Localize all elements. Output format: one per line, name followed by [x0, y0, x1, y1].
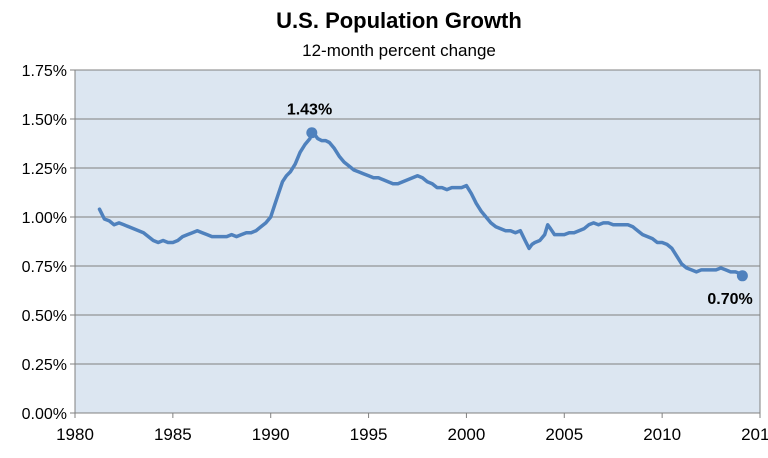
y-tick-label: 1.25% — [22, 161, 67, 178]
y-tick-label: 0.25% — [22, 357, 67, 374]
x-tick-label: 1990 — [252, 425, 290, 444]
y-tick-label: 0.75% — [22, 259, 67, 276]
x-tick-label: 2000 — [448, 425, 486, 444]
plot-area — [74, 69, 761, 414]
chart-subtitle: 12-month percent change — [302, 41, 496, 60]
y-tick-label: 0.50% — [22, 308, 67, 325]
x-tick-label: 1995 — [350, 425, 388, 444]
series-line — [97, 130, 745, 278]
y-tick-label: 1.50% — [22, 112, 67, 129]
x-tick-label: 2015 — [741, 425, 768, 444]
y-tick-label: 1.75% — [22, 63, 67, 80]
x-tick-label: 1985 — [154, 425, 192, 444]
highlight-marker — [736, 270, 748, 282]
y-tick-label: 0.00% — [22, 406, 67, 423]
x-tick-label: 2010 — [643, 425, 681, 444]
x-tick-label: 1980 — [56, 425, 94, 444]
x-tick-label: 2005 — [545, 425, 583, 444]
y-tick-label: 1.00% — [22, 210, 67, 227]
highlight-marker — [306, 127, 318, 139]
chart-title: U.S. Population Growth — [276, 8, 522, 33]
peak-label: 1.43% — [287, 102, 332, 119]
latest-label: 0.70% — [707, 291, 752, 308]
